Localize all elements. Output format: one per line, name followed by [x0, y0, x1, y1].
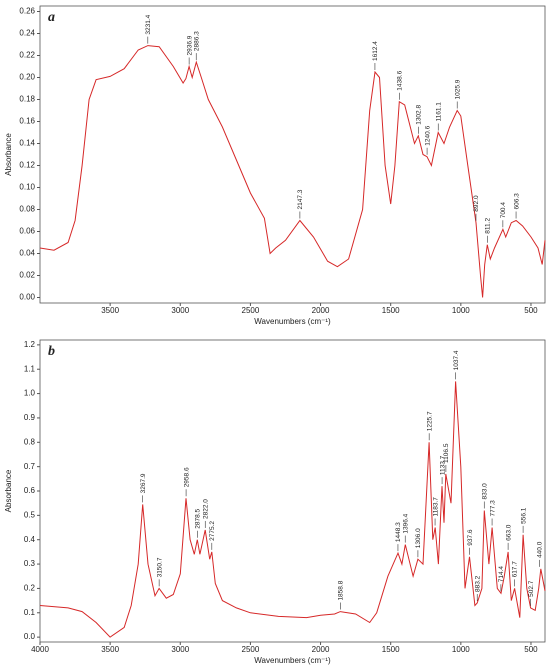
y-tick-label: 1.2	[24, 340, 36, 349]
peak-label: 1438.6	[397, 70, 404, 90]
y-tick-label: 0.20	[19, 73, 35, 82]
peak-label: 1133.7	[439, 455, 446, 475]
x-tick-label: 3000	[171, 306, 189, 315]
x-tick-label: 2000	[312, 306, 330, 315]
y-tick-label: 0.16	[19, 117, 35, 126]
peak-label: 883.2	[474, 575, 481, 592]
x-axis-title: Wavenumbers (cm⁻¹)	[254, 656, 331, 665]
x-tick-label: 3000	[171, 645, 189, 654]
peak-label: 1302.8	[416, 105, 423, 125]
y-tick-label: 0.10	[19, 183, 35, 192]
peak-label: 1612.4	[372, 41, 379, 61]
peak-label: 502.7	[528, 580, 535, 597]
y-tick-label: 0.06	[19, 227, 35, 236]
spectrum-line	[39, 381, 546, 638]
x-tick-label: 4000	[31, 645, 49, 654]
peak-label: 2958.6	[183, 467, 190, 487]
plot-frame	[39, 5, 546, 304]
peak-label: 1858.8	[338, 580, 345, 600]
peak-label: 3231.4	[145, 14, 152, 34]
peak-label: 700.4	[500, 202, 507, 219]
peak-label: 777.3	[489, 500, 496, 517]
peak-label: 2886.3	[193, 31, 200, 51]
y-tick-label: 0.18	[19, 95, 35, 104]
peak-label: 892.0	[473, 195, 480, 212]
y-tick-label: 0.26	[19, 7, 35, 16]
peak-label: 1448.3	[395, 522, 402, 542]
y-tick-label: 1.0	[24, 389, 36, 398]
x-tick-label: 3500	[101, 306, 119, 315]
x-tick-label: 1000	[452, 645, 470, 654]
y-tick-label: 0.2	[24, 584, 36, 593]
y-tick-label: 0.08	[19, 205, 35, 214]
peak-label: 2775.2	[209, 521, 216, 541]
peak-label: 714.4	[498, 566, 505, 583]
y-tick-label: 0.02	[19, 271, 35, 280]
x-tick-label: 1000	[452, 306, 470, 315]
y-tick-label: 0.8	[24, 437, 36, 446]
y-axis-title: Absorbance	[4, 469, 13, 512]
peak-label: 1240.6	[424, 125, 431, 145]
peak-label: 1396.4	[402, 513, 409, 533]
plot-frame	[39, 339, 546, 643]
peak-label: 1306.0	[415, 528, 422, 548]
y-tick-label: 0.00	[19, 293, 35, 302]
spectrum-line	[39, 45, 546, 298]
peak-label: 2822.0	[202, 499, 209, 519]
x-tick-label: 2000	[312, 645, 330, 654]
x-tick-label: 500	[524, 645, 538, 654]
peak-label: 556.1	[520, 507, 527, 524]
y-tick-label: 0.04	[19, 249, 35, 258]
peak-label: 1225.7	[426, 411, 433, 431]
panel-label: a	[48, 10, 55, 25]
peak-label: 440.0	[537, 541, 544, 558]
peak-label: 2936.9	[186, 35, 193, 55]
y-tick-label: 0.24	[19, 29, 35, 38]
peak-label: 663.0	[505, 524, 512, 541]
x-tick-label: 2500	[242, 645, 260, 654]
y-tick-label: 0.3	[24, 559, 36, 568]
peak-label: 811.2	[485, 218, 492, 234]
x-axis-title: Wavenumbers (cm⁻¹)	[254, 317, 331, 326]
peak-label: 2147.3	[297, 189, 304, 209]
peak-label: 833.0	[481, 483, 488, 500]
peak-label: 3150.7	[156, 557, 163, 577]
y-tick-label: 0.22	[19, 51, 35, 60]
y-tick-label: 0.0	[24, 632, 36, 641]
y-tick-label: 0.9	[24, 413, 36, 422]
peak-label: 1106.5	[443, 443, 450, 463]
y-tick-label: 1.1	[24, 364, 36, 373]
y-tick-label: 0.4	[24, 535, 36, 544]
peak-label: 1161.1	[435, 102, 442, 122]
y-tick-label: 0.1	[24, 608, 36, 617]
peak-label: 1183.7	[432, 497, 439, 517]
peak-label: 1025.9	[454, 79, 461, 99]
x-tick-label: 3500	[101, 645, 119, 654]
x-tick-label: 2500	[242, 306, 260, 315]
y-tick-label: 0.6	[24, 486, 36, 495]
y-axis-title: Absorbance	[4, 133, 13, 176]
y-tick-label: 0.5	[24, 510, 36, 519]
panel-label: b	[48, 344, 55, 359]
peak-label: 606.3	[513, 193, 520, 210]
peak-label: 617.7	[512, 561, 519, 578]
peak-label: 1037.4	[453, 350, 460, 370]
y-tick-label: 0.7	[24, 462, 36, 471]
peak-label: 3267.9	[140, 473, 147, 493]
x-tick-label: 1500	[382, 306, 400, 315]
y-tick-label: 0.12	[19, 161, 35, 170]
x-tick-label: 500	[524, 306, 538, 315]
x-tick-label: 1500	[382, 645, 400, 654]
y-tick-label: 0.14	[19, 139, 35, 148]
peak-label: 2878.5	[195, 508, 202, 528]
peak-label: 937.6	[467, 529, 474, 546]
